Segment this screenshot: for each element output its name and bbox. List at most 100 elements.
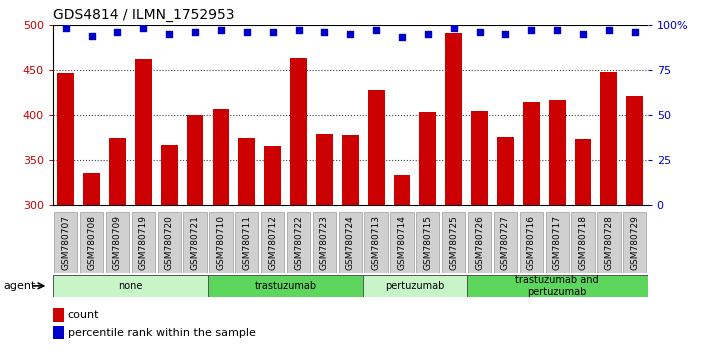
FancyBboxPatch shape (106, 212, 129, 273)
Bar (264, 146, 281, 354)
FancyBboxPatch shape (208, 275, 363, 297)
Text: GSM780707: GSM780707 (61, 215, 70, 270)
Text: agent: agent (4, 281, 36, 291)
Text: GSM780717: GSM780717 (553, 215, 562, 270)
FancyBboxPatch shape (572, 212, 595, 273)
Text: GSM780710: GSM780710 (216, 215, 225, 270)
Point (629, 29, 641, 35)
Bar (627, 96, 643, 354)
Text: none: none (118, 281, 143, 291)
Text: GSM780709: GSM780709 (113, 215, 122, 270)
Text: GSM780714: GSM780714 (398, 215, 406, 270)
FancyBboxPatch shape (261, 212, 284, 273)
Point (319, 29, 330, 35)
Text: GSM780711: GSM780711 (242, 215, 251, 270)
Bar (420, 112, 436, 354)
Bar (316, 134, 333, 354)
FancyBboxPatch shape (80, 212, 103, 273)
Point (189, 29, 201, 35)
FancyBboxPatch shape (132, 212, 155, 273)
Bar (53, 326, 63, 339)
Point (345, 31, 356, 37)
FancyBboxPatch shape (209, 212, 232, 273)
FancyBboxPatch shape (339, 212, 362, 273)
FancyBboxPatch shape (184, 212, 207, 273)
Bar (548, 100, 565, 354)
Text: pertuzumab: pertuzumab (385, 281, 445, 291)
FancyBboxPatch shape (494, 212, 517, 273)
Text: GSM780725: GSM780725 (449, 215, 458, 270)
Point (500, 31, 511, 37)
FancyBboxPatch shape (54, 212, 77, 273)
Bar (290, 58, 307, 354)
Point (448, 25, 459, 31)
FancyBboxPatch shape (623, 212, 646, 273)
FancyBboxPatch shape (390, 212, 414, 273)
FancyBboxPatch shape (442, 212, 465, 273)
Bar (497, 137, 514, 354)
Bar (161, 145, 177, 354)
Text: trastuzumab: trastuzumab (255, 281, 317, 291)
Bar (342, 135, 358, 354)
Bar (394, 175, 410, 354)
Point (370, 27, 382, 33)
FancyBboxPatch shape (467, 275, 648, 297)
Point (138, 25, 149, 31)
Text: GSM780724: GSM780724 (346, 215, 355, 270)
Text: GSM780728: GSM780728 (604, 215, 613, 270)
Text: GSM780718: GSM780718 (579, 215, 588, 270)
Text: percentile rank within the sample: percentile rank within the sample (68, 328, 256, 338)
FancyBboxPatch shape (416, 212, 439, 273)
Bar (57, 73, 74, 354)
Text: count: count (68, 310, 99, 320)
Point (603, 27, 615, 33)
Point (526, 27, 537, 33)
Text: GSM780712: GSM780712 (268, 215, 277, 270)
Point (293, 27, 304, 33)
Text: GSM780727: GSM780727 (501, 215, 510, 270)
Bar (187, 115, 203, 354)
Text: GSM780708: GSM780708 (87, 215, 96, 270)
Bar (83, 173, 100, 354)
Bar (109, 138, 126, 354)
FancyBboxPatch shape (520, 212, 543, 273)
Text: GSM780720: GSM780720 (165, 215, 174, 270)
Point (163, 31, 175, 37)
Text: GSM780719: GSM780719 (139, 215, 148, 270)
Point (422, 31, 434, 37)
FancyBboxPatch shape (53, 275, 208, 297)
Point (396, 35, 408, 40)
Text: GSM780713: GSM780713 (372, 215, 381, 270)
Point (474, 29, 485, 35)
Bar (239, 138, 255, 354)
Text: GDS4814 / ILMN_1752953: GDS4814 / ILMN_1752953 (53, 8, 234, 22)
FancyBboxPatch shape (546, 212, 569, 273)
Text: GSM780726: GSM780726 (475, 215, 484, 270)
Point (241, 29, 253, 35)
Point (60, 25, 71, 31)
Bar (213, 109, 230, 354)
FancyBboxPatch shape (158, 212, 181, 273)
Text: GSM780715: GSM780715 (423, 215, 432, 270)
Text: GSM780721: GSM780721 (191, 215, 199, 270)
Text: GSM780729: GSM780729 (630, 215, 639, 270)
Bar (367, 90, 384, 354)
Bar (574, 138, 591, 354)
Bar (446, 33, 462, 354)
FancyBboxPatch shape (363, 275, 467, 297)
Text: GSM780722: GSM780722 (294, 215, 303, 270)
FancyBboxPatch shape (235, 212, 258, 273)
Bar (135, 59, 152, 354)
Bar (471, 110, 488, 354)
Bar (523, 102, 540, 354)
Point (551, 27, 562, 33)
FancyBboxPatch shape (287, 212, 310, 273)
Point (86, 33, 97, 39)
FancyBboxPatch shape (468, 212, 491, 273)
Text: trastuzumab and
pertuzumab: trastuzumab and pertuzumab (515, 275, 599, 297)
Point (267, 29, 278, 35)
Point (577, 31, 589, 37)
FancyBboxPatch shape (313, 212, 336, 273)
Bar (601, 72, 617, 354)
Text: GSM780716: GSM780716 (527, 215, 536, 270)
